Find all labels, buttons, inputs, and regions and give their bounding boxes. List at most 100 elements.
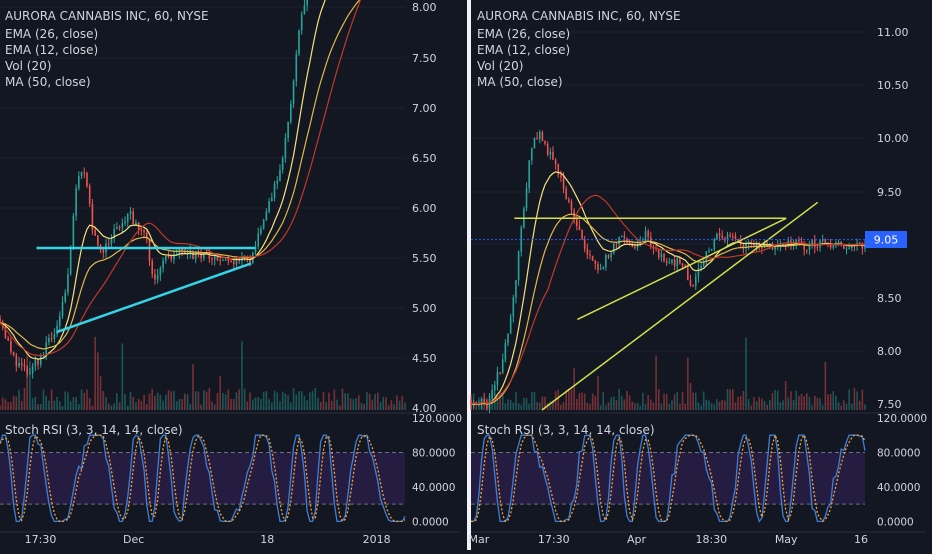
- candle-body: [208, 252, 211, 259]
- volume-bar: [599, 405, 602, 410]
- left-time-axis[interactable]: 17:30 Dec 18 2018: [0, 531, 460, 546]
- last-price-badge-bg: [865, 231, 907, 248]
- candle-body: [145, 232, 148, 240]
- stoch-rsi-tick-label: 80.0000: [877, 447, 920, 459]
- candle-body: [494, 384, 496, 391]
- candle-body: [110, 238, 113, 244]
- volume-bar: [560, 404, 562, 410]
- candle-body: [132, 211, 134, 225]
- price-tick-label: 5.50: [412, 252, 437, 265]
- candle-body: [568, 199, 570, 202]
- candle-body: [23, 364, 26, 367]
- volume-bar: [116, 393, 118, 410]
- candle-body: [486, 402, 488, 409]
- volume-bar: [325, 402, 327, 410]
- left-price-axis[interactable]: 8.00 7.50 7.00 6.50 6.00 5.50 5.00 4.50 4.00120.…: [412, 1, 462, 528]
- left-indicator-ema12[interactable]: EMA (12, close): [5, 43, 98, 57]
- candle-body: [618, 237, 620, 245]
- volume-bar: [568, 388, 570, 410]
- price-tick-label: 8.00: [412, 1, 437, 14]
- volume-bar: [31, 398, 34, 410]
- volume-bar: [811, 405, 813, 410]
- volume-bar: [164, 394, 167, 410]
- candle-body: [639, 241, 642, 245]
- price-tick-label: 10.50: [877, 79, 909, 92]
- candle-body: [53, 334, 56, 339]
- right-stoch-rsi-title[interactable]: Stoch RSI (3, 3, 14, 14, close): [477, 423, 655, 437]
- volume-bar: [671, 400, 673, 410]
- candle-body: [761, 247, 763, 249]
- volume-bar: [94, 336, 96, 410]
- volume-bar: [570, 389, 573, 410]
- price-tick-label: 5.00: [412, 302, 437, 315]
- volume-bar: [292, 387, 295, 410]
- left-indicator-ma50[interactable]: MA (50, close): [5, 75, 91, 89]
- right-indicator-ema12[interactable]: EMA (12, close): [477, 43, 570, 57]
- candle-body: [186, 253, 189, 255]
- right-indicator-ema26[interactable]: EMA (26, close): [477, 27, 570, 41]
- right-indicator-lines: [470, 171, 866, 406]
- right-price-axis[interactable]: 11.0010.5010.009.509.008.508.007.50120.0…: [877, 26, 927, 528]
- stoch-rsi-tick-label: 0.0000: [877, 516, 914, 528]
- volume-bar: [687, 357, 689, 410]
- candle-body: [113, 229, 115, 239]
- volume-bar: [708, 400, 710, 410]
- candle-body: [470, 399, 472, 405]
- volume-bar: [145, 404, 148, 410]
- right-indicator-ma50[interactable]: MA (50, close): [477, 75, 563, 89]
- right-price-grid: [471, 31, 925, 414]
- volume-bar: [262, 391, 265, 410]
- volume-bar: [787, 397, 790, 410]
- volume-bar: [702, 391, 705, 410]
- candle-body: [605, 255, 607, 268]
- candle-body: [107, 243, 110, 245]
- volume-bar: [835, 395, 837, 410]
- left-price-grid: [0, 6, 460, 414]
- candle-body: [126, 213, 129, 222]
- price-tick-label: 7.50: [412, 52, 437, 65]
- left-indicator-volume[interactable]: Vol (20): [5, 59, 51, 73]
- volume-bar: [538, 402, 541, 410]
- candle-body: [203, 252, 205, 259]
- candle-body: [56, 325, 58, 335]
- candle-body: [300, 14, 303, 31]
- candle-body: [121, 223, 124, 228]
- candle-body: [824, 239, 827, 243]
- last-price-badge[interactable]: 9.05: [865, 231, 907, 248]
- volume-bar: [363, 403, 366, 410]
- volume-bar: [121, 343, 124, 410]
- candle-body: [850, 245, 853, 248]
- candle-body: [734, 236, 737, 240]
- candle-body: [745, 243, 747, 248]
- volume-bar: [97, 352, 99, 410]
- candle-body: [716, 233, 718, 240]
- candle-body: [162, 260, 164, 269]
- volume-bar: [557, 389, 560, 410]
- candle-body: [615, 243, 618, 245]
- volume-bar: [594, 395, 597, 410]
- left-indicator-ema26[interactable]: EMA (26, close): [5, 27, 98, 41]
- candle-body: [647, 231, 649, 238]
- volume-bar: [401, 395, 404, 410]
- candle-body: [219, 260, 221, 262]
- volume-bar: [613, 396, 615, 410]
- time-tick-label: 17:30: [25, 533, 57, 546]
- volume-bar: [618, 388, 620, 410]
- volume-bar: [26, 355, 28, 410]
- volume-bar: [581, 392, 583, 410]
- candle-body: [811, 240, 813, 244]
- right-indicator-volume[interactable]: Vol (20): [477, 59, 523, 73]
- left-stoch-rsi-title[interactable]: Stoch RSI (3, 3, 14, 14, close): [5, 423, 183, 437]
- volume-bar: [333, 389, 336, 410]
- left-volume-bars: [0, 336, 406, 410]
- volume-bar: [105, 397, 107, 410]
- left-stoch-rsi-pane: [0, 434, 406, 523]
- volume-bar: [34, 396, 37, 410]
- candle-body: [230, 261, 232, 263]
- candle-body: [520, 227, 523, 252]
- right-time-axis[interactable]: Mar 17:30 Apr 18:30 May 16: [468, 531, 925, 546]
- volume-bar: [170, 391, 173, 410]
- volume-bar: [306, 400, 308, 410]
- volume-bar: [668, 404, 671, 410]
- price-tick-label: 11.00: [877, 26, 909, 39]
